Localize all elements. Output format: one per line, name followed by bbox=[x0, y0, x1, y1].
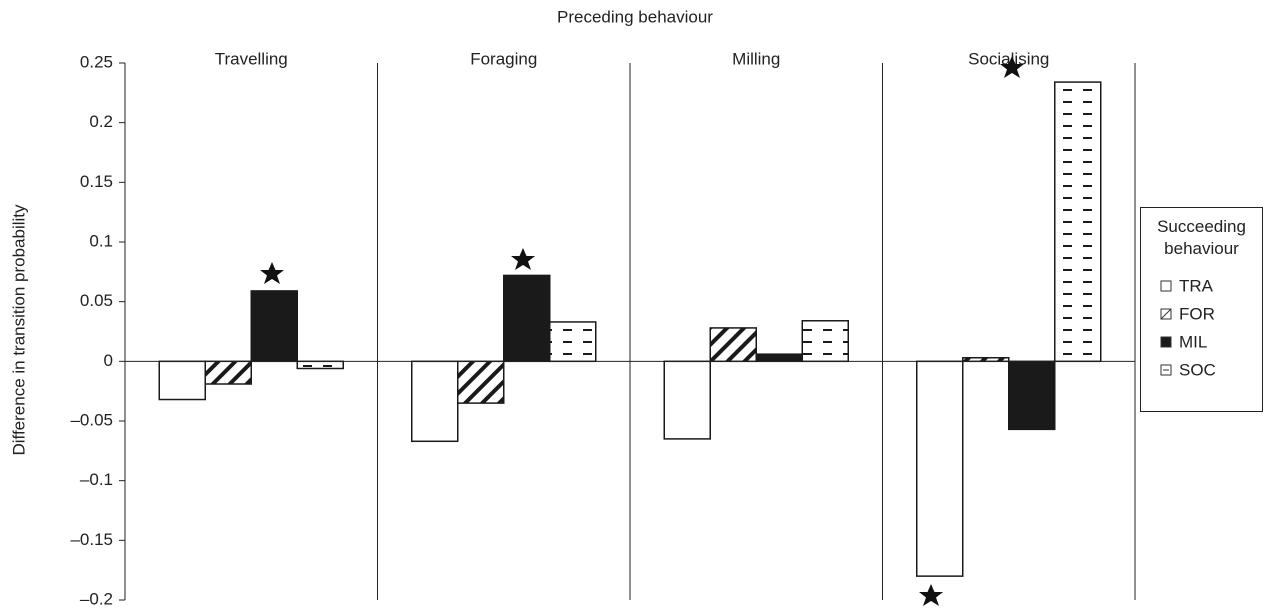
legend: Succeeding behaviour TRA FOR MIL SOC bbox=[1140, 207, 1263, 412]
legend-label: FOR bbox=[1179, 304, 1215, 323]
legend-title: Succeeding behaviour bbox=[1157, 217, 1246, 258]
legend-label: SOC bbox=[1179, 360, 1216, 379]
legend-label: MIL bbox=[1179, 332, 1207, 351]
y-tick-label: –0.2 bbox=[80, 589, 113, 608]
chart-title: Preceding behaviour bbox=[557, 7, 713, 26]
bar bbox=[457, 360, 505, 404]
bar bbox=[411, 360, 459, 443]
significance-star bbox=[919, 584, 943, 606]
bar bbox=[503, 274, 551, 363]
bar bbox=[962, 357, 1010, 363]
bar bbox=[755, 353, 803, 363]
y-tick-label: 0.1 bbox=[89, 231, 113, 250]
y-axis-label: Difference in transition probability bbox=[9, 204, 28, 456]
y-tick-label: 0.15 bbox=[80, 172, 113, 191]
bar bbox=[250, 290, 298, 363]
y-tick-label: –0.05 bbox=[70, 410, 113, 429]
y-tick-label: 0.25 bbox=[80, 52, 113, 71]
y-tick-label: 0.2 bbox=[89, 112, 113, 131]
bar bbox=[663, 360, 711, 440]
legend-swatch-hatch bbox=[1160, 308, 1172, 320]
bar bbox=[204, 360, 252, 385]
bar bbox=[549, 321, 597, 363]
group-label: Travelling bbox=[215, 49, 288, 68]
y-tick-label: –0.1 bbox=[80, 470, 113, 489]
significance-star bbox=[511, 248, 535, 270]
y-tick-label: 0.05 bbox=[80, 291, 113, 310]
group-label: Socialising bbox=[968, 49, 1049, 68]
bar bbox=[916, 360, 964, 577]
legend-label: TRA bbox=[1179, 276, 1214, 295]
bar bbox=[158, 360, 206, 401]
bar bbox=[709, 327, 757, 363]
bar bbox=[801, 320, 849, 363]
significance-star bbox=[260, 262, 284, 284]
legend-items: TRA FOR MIL SOC bbox=[1160, 276, 1216, 379]
group-label: Milling bbox=[732, 49, 780, 68]
bar bbox=[1008, 360, 1056, 431]
bar bbox=[1054, 81, 1102, 363]
group-label: Foraging bbox=[470, 49, 537, 68]
legend-swatch bbox=[1160, 336, 1172, 348]
y-tick-label: 0 bbox=[104, 351, 113, 370]
significance-star bbox=[1000, 56, 1024, 78]
bar bbox=[296, 360, 344, 370]
y-tick-label: –0.15 bbox=[70, 530, 113, 549]
legend-swatch bbox=[1160, 280, 1172, 292]
